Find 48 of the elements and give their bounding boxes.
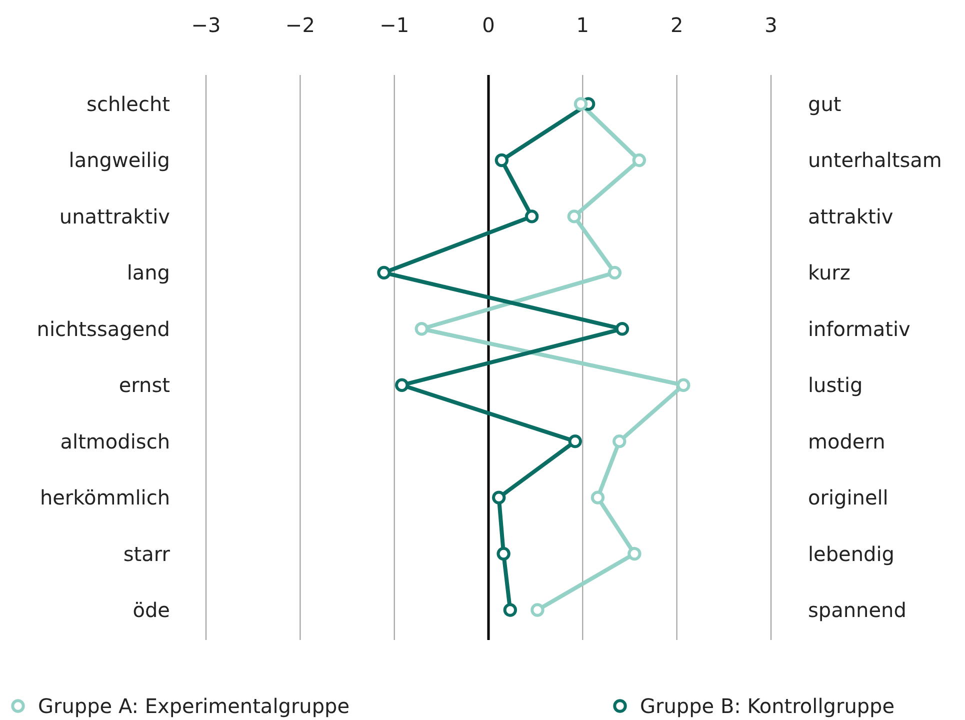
point xyxy=(492,490,506,504)
y2-tick-label: lebendig xyxy=(808,542,894,566)
point xyxy=(524,210,539,224)
y-tick-label: schlecht xyxy=(86,92,170,116)
x-tick-label: −3 xyxy=(191,13,221,37)
point xyxy=(567,210,582,224)
y-tick-label: lang xyxy=(126,260,170,285)
point xyxy=(377,266,391,280)
point xyxy=(395,378,409,392)
point xyxy=(628,546,642,561)
point xyxy=(503,603,518,617)
point xyxy=(414,322,428,336)
y-tick-label: starr xyxy=(123,542,171,566)
x-tick-label: −1 xyxy=(380,13,410,37)
y-tick-label: herkömmlich xyxy=(40,486,170,510)
point xyxy=(676,378,690,392)
point xyxy=(615,322,630,336)
point xyxy=(574,97,588,111)
y-tick-label: langweilig xyxy=(68,148,170,172)
y2-tick-label: originell xyxy=(808,486,888,510)
point xyxy=(496,546,510,561)
y2-tick-label: spannend xyxy=(808,598,906,622)
x-tick-label: −2 xyxy=(285,13,315,37)
y2-tick-label: attraktiv xyxy=(808,204,894,228)
point xyxy=(608,266,622,280)
point xyxy=(568,434,582,448)
x-tick-label: 0 xyxy=(482,13,495,37)
x-tick-label: 3 xyxy=(764,13,778,37)
y2-tick-label: kurz xyxy=(808,260,850,285)
y2-tick-label: unterhaltsam xyxy=(808,148,942,172)
y2-tick-label: lustig xyxy=(808,373,863,398)
y2-tick-label: gut xyxy=(808,92,842,116)
y-tick-label: nichtssagend xyxy=(36,316,170,341)
y2-tick-label: informativ xyxy=(808,316,911,341)
x-tick-label: 1 xyxy=(576,13,590,37)
point xyxy=(530,603,544,617)
y2-tick-label: modern xyxy=(808,429,886,454)
legend-label: Gruppe A: Experimentalgruppe xyxy=(38,694,350,718)
y-tick-label: unattraktiv xyxy=(59,204,170,228)
point xyxy=(632,153,646,168)
y-tick-label: altmodisch xyxy=(60,429,170,454)
point xyxy=(494,153,509,168)
point xyxy=(612,434,626,448)
x-tick-label: 2 xyxy=(670,13,684,37)
y-tick-label: öde xyxy=(132,598,170,622)
legend-label: Gruppe B: Kontrollgruppe xyxy=(640,694,895,718)
point xyxy=(590,490,605,504)
y-tick-label: ernst xyxy=(118,373,170,398)
